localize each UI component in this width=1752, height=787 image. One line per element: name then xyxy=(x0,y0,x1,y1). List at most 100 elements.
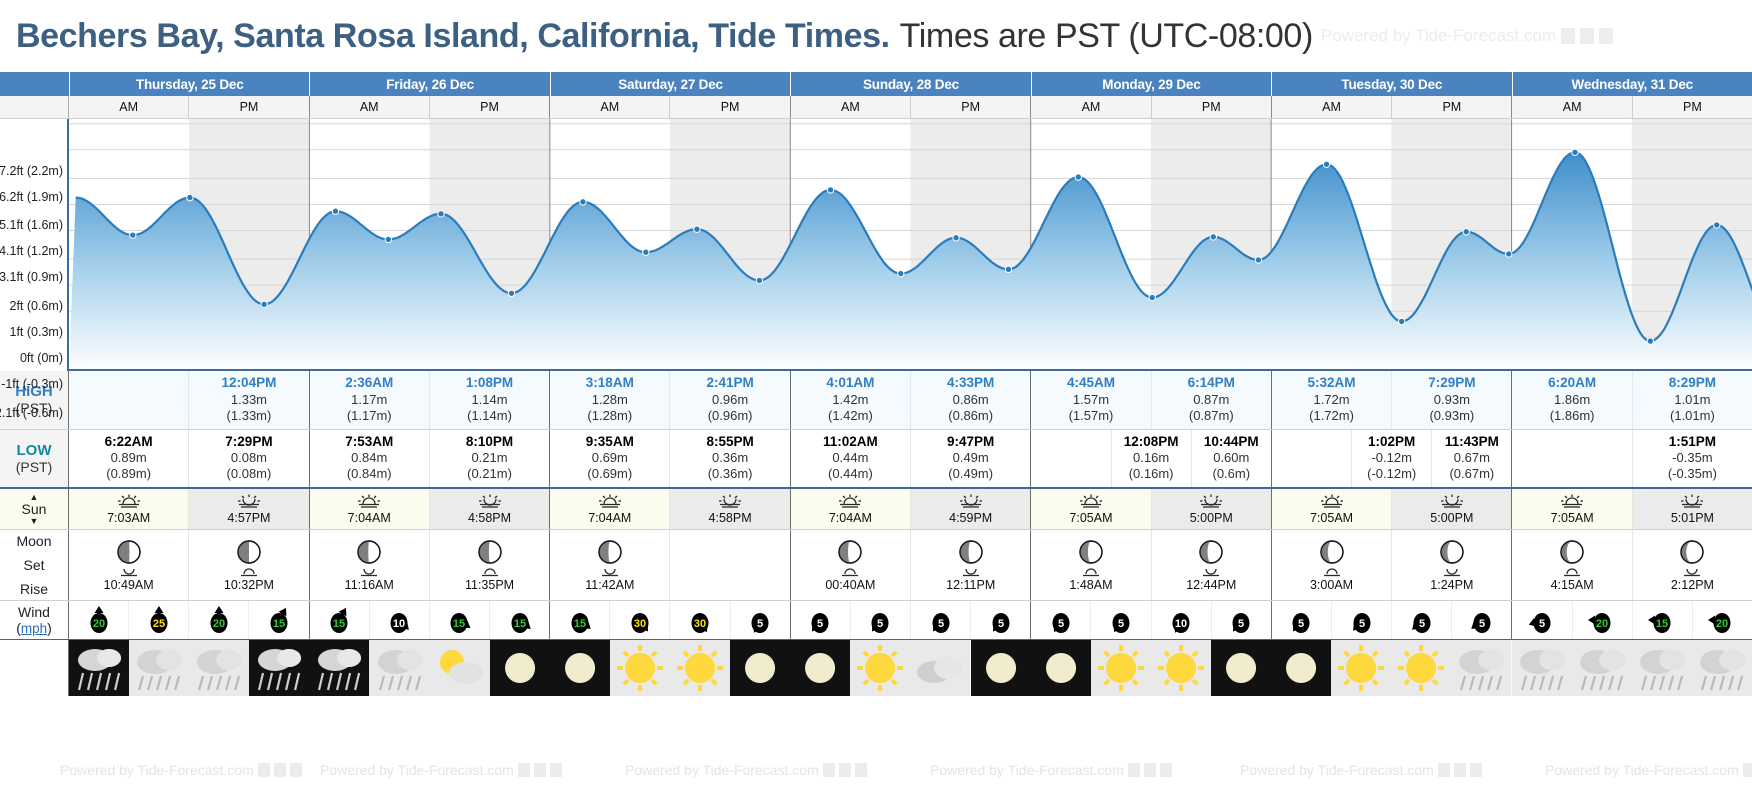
high-tide-cell: 12:04PM 1.33m (1.33m) xyxy=(189,371,309,429)
tide-extremum-marker-23[interactable] xyxy=(1571,148,1579,157)
day-header-5: Tuesday, 30 Dec xyxy=(1271,72,1512,96)
tide-extremum-marker-18[interactable] xyxy=(1254,256,1263,264)
tide-time: 2:36AM xyxy=(345,375,394,390)
tide-height-alt: (1.28m) xyxy=(587,407,633,423)
tide-extremum-marker-9[interactable] xyxy=(693,225,701,233)
wind-cell: 5 xyxy=(1512,601,1573,640)
wind-arrow-icon: 20 xyxy=(210,606,228,634)
tide-extremum-marker-22[interactable] xyxy=(1505,250,1513,258)
sun-rise-time: 7:05AM xyxy=(1069,510,1113,525)
sun-rise-cell-3: 7:04AM xyxy=(790,489,912,530)
weather-day-3 xyxy=(790,640,1031,697)
sun-rise-time: 7:04AM xyxy=(347,510,391,525)
moonrise-icon xyxy=(1564,568,1581,576)
tide-extremum-marker-2[interactable] xyxy=(260,300,268,309)
moon-cell-am-2: 11:42AM xyxy=(550,530,671,601)
tide-extremum-marker-13[interactable] xyxy=(952,234,960,242)
weather-cell xyxy=(489,640,550,697)
watermark-badge-icon xyxy=(1143,763,1156,777)
tide-extremum-marker-6[interactable] xyxy=(507,289,516,297)
tide-extremum-marker-11[interactable] xyxy=(826,186,835,194)
sun-day-2: 7:04AM 4:58PM xyxy=(550,489,791,530)
tide-extremum-marker-1[interactable] xyxy=(186,193,194,202)
wind-cell: 5 xyxy=(1392,601,1453,640)
tide-height-alt: (1.14m) xyxy=(467,407,512,423)
wind-speed-value: 20 xyxy=(1716,618,1728,630)
weather-day-0 xyxy=(69,640,310,697)
wind-arrow-icon: 5 xyxy=(1292,613,1310,634)
tide-extremum-marker-4[interactable] xyxy=(384,235,393,244)
timezone-subtitle: Times are PST (UTC-08:00) xyxy=(899,16,1314,55)
low-tide-day-1: 7:53AM 0.84m (0.84m) 8:10PM 0.21m (0.21m) xyxy=(310,429,551,488)
weather-cell xyxy=(309,640,370,697)
wind-unit-text[interactable]: mph xyxy=(20,621,48,637)
sun-set-time: 4:58PM xyxy=(708,510,752,525)
sun-rise-time: 7:04AM xyxy=(828,510,872,525)
low-tide-cell: 8:55PM 0.36m (0.36m) xyxy=(670,430,789,488)
footer-watermark: Powered by Tide-Forecast.com xyxy=(930,762,1172,778)
tide-extremum-marker-0[interactable] xyxy=(129,231,137,239)
tide-height-alt: (0.96m) xyxy=(707,407,753,423)
ampm-pm-3: PM xyxy=(911,96,1031,118)
high-tide-day-4: 4:45AM 1.57m (1.57m) 6:14PM 0.87m (0.87m) xyxy=(1031,371,1272,429)
tide-extremum-marker-16[interactable] xyxy=(1148,293,1156,302)
weather-cell xyxy=(1571,640,1632,697)
tide-extremum-marker-14[interactable] xyxy=(1004,265,1013,274)
sunset-icon xyxy=(1681,494,1704,508)
moonrise-icon xyxy=(1082,568,1099,576)
weather-icon-moon xyxy=(489,640,550,697)
ampm-corner xyxy=(0,96,69,118)
low-tide-cell: 7:53AM 0.84m (0.84m) xyxy=(310,429,430,488)
weather-cell xyxy=(1271,640,1332,697)
moon-event-time: 11:42AM xyxy=(585,577,635,592)
tide-extremum-marker-17[interactable] xyxy=(1209,233,1218,241)
moonset-icon xyxy=(120,568,137,576)
weather-icon-rain-cloud xyxy=(1691,640,1752,697)
tide-chart: 7.2ft (2.2m) 6.2ft (1.9m) 5.1ft (1.6m) 4.1f… xyxy=(0,119,1752,420)
low-tide-day-4: 12:08PM 0.16m (0.16m) 10:44PM 0.60m (0.6m) xyxy=(1031,429,1272,488)
tide-height-alt: (1.42m) xyxy=(827,407,873,423)
moon-day-0: 10:49AM 10:32PM xyxy=(69,530,310,601)
wind-speed-value: 5 xyxy=(1479,618,1485,630)
ampm-am-3: AM xyxy=(790,96,912,118)
sunset-icon xyxy=(237,494,260,508)
tide-extremum-marker-5[interactable] xyxy=(437,210,445,218)
wind-cell: 5 xyxy=(790,601,851,640)
weather-icon-moon xyxy=(730,640,791,697)
wind-unit-link[interactable]: (mph) xyxy=(16,620,52,637)
wind-speed-value: 5 xyxy=(757,618,763,630)
tide-height-alt: (0.89m) xyxy=(106,466,152,482)
tide-extremum-marker-21[interactable] xyxy=(1462,228,1470,236)
day-header-corner xyxy=(0,72,69,96)
tide-time: 12:04PM xyxy=(221,375,277,390)
moon-day-3: 00:40AM 12:11PM xyxy=(790,530,1032,601)
moon-cell-pm-2 xyxy=(670,530,790,601)
tide-extremum-marker-15[interactable] xyxy=(1074,173,1082,181)
tide-extremum-marker-7[interactable] xyxy=(579,198,587,206)
tide-extremum-marker-12[interactable] xyxy=(897,269,905,278)
tide-time: 5:32AM xyxy=(1307,375,1356,390)
sun-rise-cell-2: 7:04AM xyxy=(550,489,671,530)
y-axis-tick-4: 3.1ft (0.9m) xyxy=(0,270,63,285)
moon-cell-pm-5: 1:24PM xyxy=(1392,530,1512,601)
low-tide-cell: 10:44PM 0.60m (0.6m) xyxy=(1192,430,1271,488)
ampm-header-row: AM PM AM PM AM PM AM PM AM PM AM PM AM PM xyxy=(0,96,1752,119)
tide-extremum-marker-24[interactable] xyxy=(1646,337,1655,345)
moon-event-time: 12:11PM xyxy=(946,577,996,592)
moon-event-time: 11:16AM xyxy=(344,577,394,592)
wind-cell: 15 xyxy=(429,601,490,640)
moon-event-time: 3:00AM xyxy=(1309,577,1354,592)
wind-speed-value: 30 xyxy=(634,618,646,630)
tide-time: 4:33PM xyxy=(947,375,995,390)
tide-extremum-marker-25[interactable] xyxy=(1713,221,1721,229)
tide-extremum-marker-3[interactable] xyxy=(331,207,340,215)
tide-extremum-marker-10[interactable] xyxy=(755,276,764,285)
tide-height: -0.35m xyxy=(1672,450,1713,466)
tide-extremum-marker-20[interactable] xyxy=(1397,317,1406,326)
wind-label-text: Wind xyxy=(18,604,50,621)
tide-extremum-marker-19[interactable] xyxy=(1322,160,1331,168)
tide-height: 0.16m xyxy=(1133,450,1170,466)
tide-height-alt: (0.6m) xyxy=(1212,466,1251,482)
moonset-icon xyxy=(601,568,618,576)
tide-extremum-marker-8[interactable] xyxy=(642,248,650,256)
